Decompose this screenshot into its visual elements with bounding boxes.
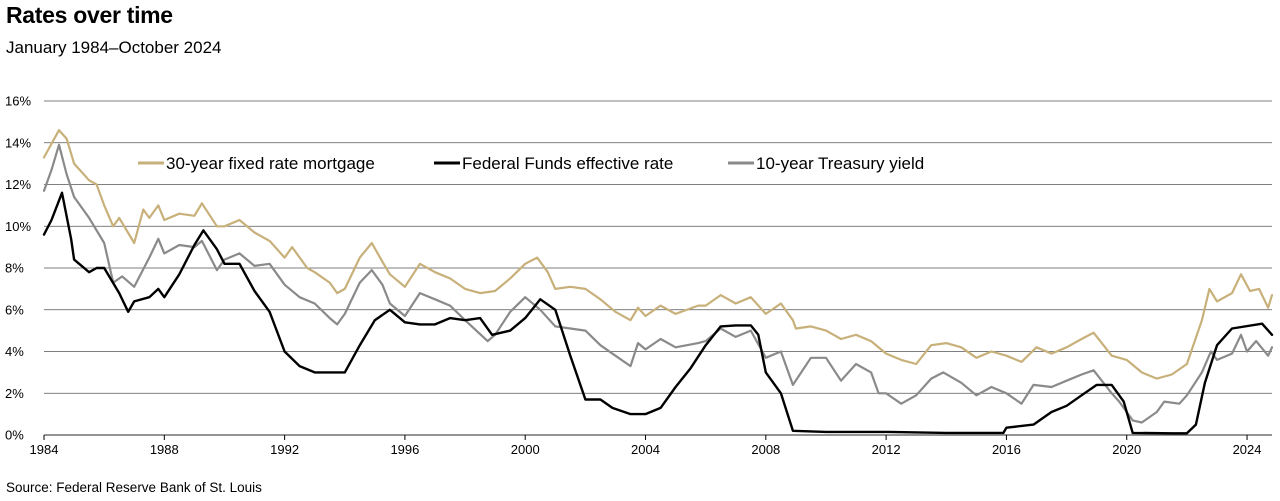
legend: 30-year fixed rate mortgage Federal Funds… bbox=[138, 154, 924, 173]
source-note: Source: Federal Reserve Bank of St. Loui… bbox=[6, 480, 262, 495]
y-tick-label: 6% bbox=[5, 302, 24, 317]
y-tick-label: 2% bbox=[5, 386, 24, 401]
legend-label-30-year-fixed-rate-mortgage: 30-year fixed rate mortgage bbox=[166, 154, 375, 173]
x-tick-label: 2020 bbox=[1112, 442, 1141, 457]
x-tick-label: 2004 bbox=[631, 442, 660, 457]
y-tick-label: 14% bbox=[5, 135, 31, 150]
x-tick-label: 2016 bbox=[992, 442, 1021, 457]
x-tick-label: 2012 bbox=[872, 442, 901, 457]
x-tick-label: 1988 bbox=[150, 442, 179, 457]
x-axis-ticks: 1984 1988 1992 1996 2000 2004 2008 2012 2016 2020… bbox=[30, 435, 1262, 457]
gridlines bbox=[44, 100, 1272, 436]
x-tick-label: 1984 bbox=[30, 442, 59, 457]
series-line-federal-funds-effective-rate bbox=[42, 191, 1274, 435]
y-tick-label: 0% bbox=[5, 428, 24, 443]
x-tick-label: 1996 bbox=[390, 442, 419, 457]
y-tick-label: 8% bbox=[5, 261, 24, 276]
series-lines bbox=[42, 129, 1274, 435]
chart-subtitle: January 1984–October 2024 bbox=[6, 38, 222, 57]
series-line-10-year-treasury-yield bbox=[42, 143, 1274, 424]
y-tick-label: 4% bbox=[5, 344, 24, 359]
x-tick-label: 2000 bbox=[511, 442, 540, 457]
x-tick-label: 2024 bbox=[1233, 442, 1262, 457]
chart-title: Rates over time bbox=[6, 2, 173, 28]
y-tick-label: 12% bbox=[5, 177, 31, 192]
y-axis-ticks: 0% 2% 4% 6% 8% 10% 12% 14% 16% bbox=[5, 94, 31, 443]
x-tick-label: 1992 bbox=[270, 442, 299, 457]
x-tick-label: 2008 bbox=[751, 442, 780, 457]
series-line-30-year-fixed-rate-mortgage bbox=[42, 129, 1274, 380]
legend-label-federal-funds-effective-rate: Federal Funds effective rate bbox=[462, 154, 673, 173]
legend-label-10-year-treasury-yield: 10-year Treasury yield bbox=[756, 154, 924, 173]
y-tick-label: 16% bbox=[5, 94, 31, 109]
y-tick-label: 10% bbox=[5, 219, 31, 234]
